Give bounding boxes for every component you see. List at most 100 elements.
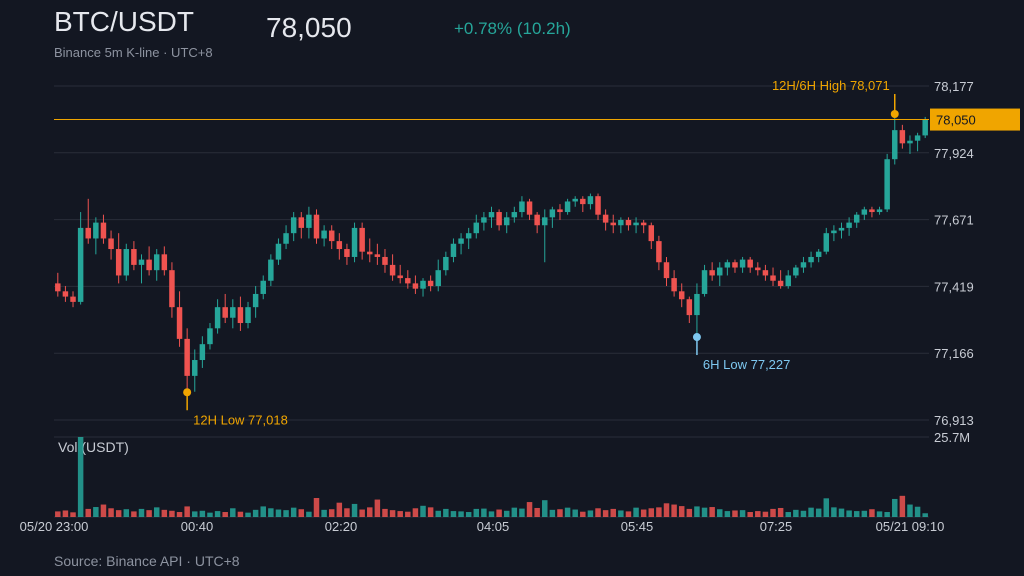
volume-bar [869, 509, 875, 517]
volume-grid [54, 436, 929, 518]
candle-body [344, 249, 350, 257]
volume-bar [161, 509, 168, 517]
candle-body [595, 196, 601, 215]
candle-body [108, 238, 114, 250]
candle-body [899, 130, 906, 144]
volume-bar [899, 495, 906, 517]
candle-body [93, 222, 99, 239]
candle-body [290, 217, 297, 234]
volume-bar [914, 506, 921, 517]
candle-body [770, 275, 776, 281]
volume-bar [245, 512, 251, 517]
volume-bar [648, 508, 655, 517]
candle-body [732, 262, 738, 268]
candle-body [192, 360, 198, 376]
candle-body [831, 230, 837, 234]
volume-bar [115, 510, 122, 517]
price-tag [930, 108, 1020, 131]
candle-body [861, 209, 868, 215]
volume-bar [214, 511, 221, 517]
candle-body [717, 267, 723, 276]
candle-body [671, 278, 677, 292]
candle-body [115, 249, 122, 276]
time-tick-label: 04:05 [477, 519, 510, 534]
candle-body [853, 214, 860, 223]
volume-bar [610, 508, 616, 517]
volume-bar [846, 510, 852, 517]
time-axis: 05/20 23:00 00:40 02:20 04:05 05:45 07:25 05/2… [20, 519, 945, 534]
volume-bar [435, 510, 441, 517]
candle-body [283, 233, 289, 244]
price-tick-label: 77,419 [934, 279, 974, 294]
volume-bar [907, 504, 913, 517]
candle-body [618, 219, 624, 226]
candle-body [907, 140, 913, 144]
volume-bar [412, 508, 419, 517]
candle-body [808, 256, 814, 263]
candle-body [785, 275, 791, 287]
candle-body [328, 230, 335, 242]
candle-body [427, 280, 434, 287]
candle-body [450, 243, 457, 257]
volume-bar [755, 511, 761, 517]
volume-bar [511, 507, 518, 517]
candles [55, 114, 928, 393]
candle-body [146, 259, 152, 271]
volume-bar [306, 511, 312, 517]
candle-body [443, 256, 449, 271]
candle-body [405, 278, 411, 284]
candle-body [922, 119, 928, 136]
candle-body [823, 233, 830, 252]
volume-bar [123, 509, 130, 517]
volume-bar [793, 509, 799, 517]
volume-bar [473, 508, 480, 517]
volume-bar [549, 509, 556, 517]
candle-body [382, 256, 388, 265]
candle-body [656, 241, 662, 263]
candle-body [268, 259, 274, 281]
candle-body [207, 328, 213, 345]
volume-bar [237, 511, 244, 517]
volume-bar [146, 510, 152, 517]
volume-bar [564, 507, 571, 517]
candle-body [199, 344, 206, 361]
volume-bar [808, 507, 814, 517]
volume-bar [838, 508, 845, 517]
candle-body [245, 307, 251, 324]
volume-bar [526, 502, 533, 517]
volume-bar [85, 508, 91, 517]
volume-bar [450, 511, 457, 517]
volume-bar [62, 510, 69, 517]
volume-bar [785, 512, 791, 517]
price-tag-label: 78,050 [936, 113, 976, 128]
candle-body [237, 307, 244, 324]
candle-body [214, 307, 221, 329]
volume-bar [260, 506, 266, 517]
price-tick-label: 78,177 [934, 79, 974, 94]
candle-body [572, 198, 578, 202]
volume-bar [580, 511, 586, 517]
candle-body [252, 293, 259, 308]
candle-body [313, 214, 320, 239]
volume-bar [686, 508, 693, 517]
price-axis: 78,177 77,924 77,671 77,419 77,166 76,913 [934, 79, 974, 428]
candle-body [549, 209, 556, 218]
candle-body [724, 262, 731, 268]
candle-body [777, 280, 784, 287]
volume-bar [192, 511, 198, 517]
volume-bar [732, 510, 738, 517]
candle-body [496, 212, 502, 226]
volume-bar [625, 511, 632, 517]
candle-body [222, 307, 228, 318]
volume-bar [222, 512, 228, 517]
candle-body [435, 270, 441, 287]
volume-bar [831, 507, 837, 517]
candle-body [77, 227, 84, 302]
volume-bar [884, 512, 890, 517]
volume-axis-label: Vol (USDT) [58, 439, 129, 455]
candle-body [793, 267, 799, 276]
volume-bar [359, 509, 365, 517]
volume-bar [153, 507, 160, 517]
volume-bar [815, 508, 822, 517]
candle-body [709, 270, 715, 276]
